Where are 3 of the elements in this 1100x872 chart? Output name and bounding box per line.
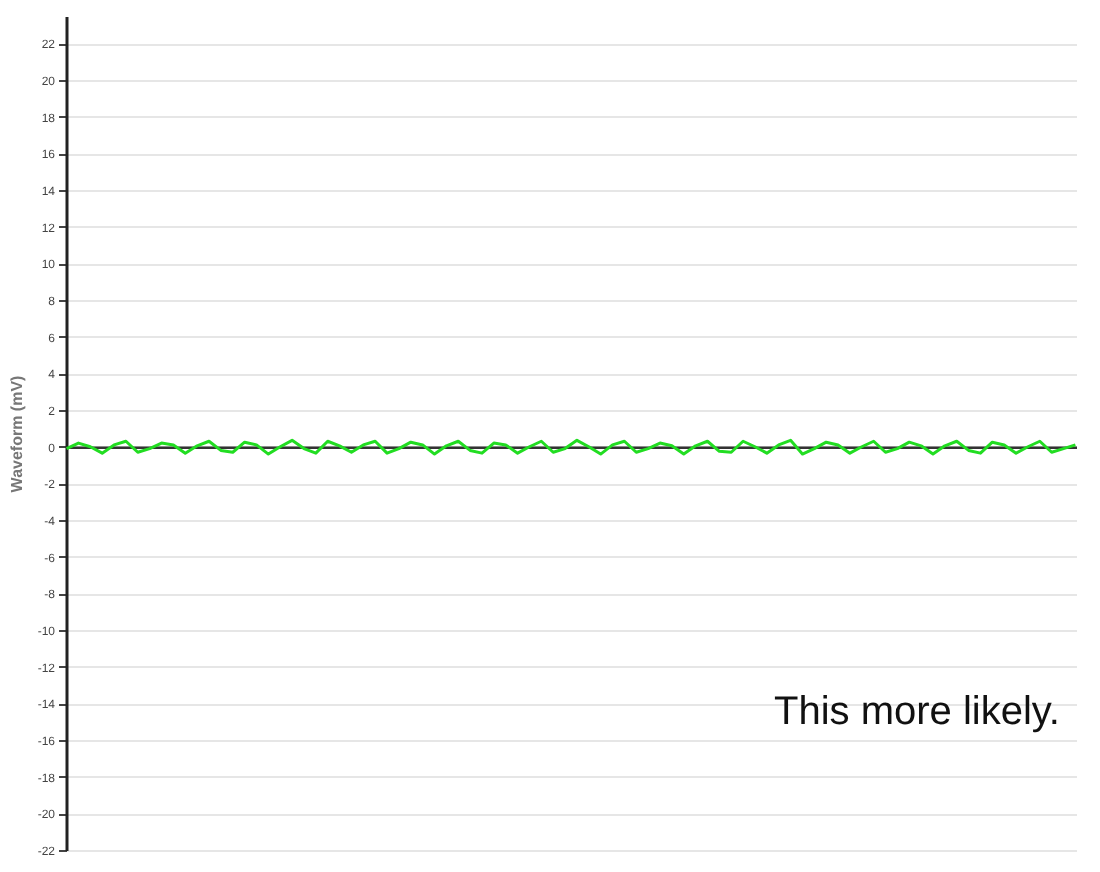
annotation: This more likely. (774, 690, 1060, 734)
y-axis-title: Waveform (mV) (7, 374, 26, 493)
line-series (65, 438, 1077, 456)
